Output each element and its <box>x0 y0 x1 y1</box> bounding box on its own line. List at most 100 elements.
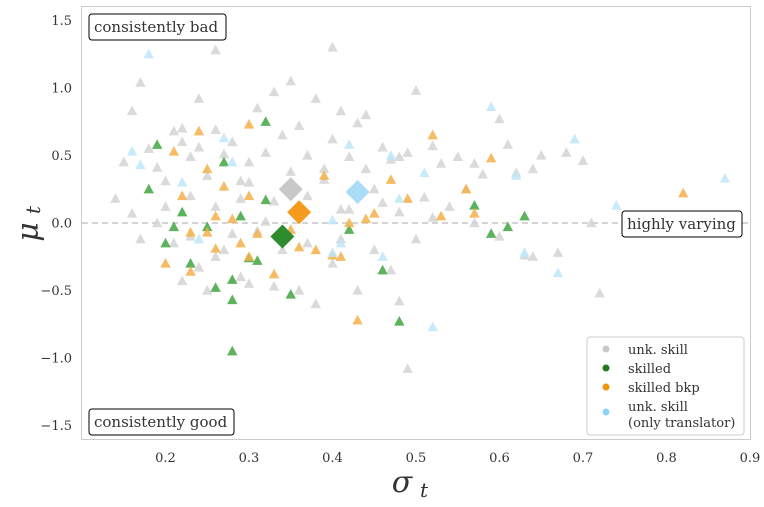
data-point-unk <box>143 143 155 153</box>
data-point-bkp <box>469 208 480 218</box>
data-point-skilled <box>227 294 238 305</box>
data-point-bkp <box>402 193 413 203</box>
data-point-unk <box>318 163 330 174</box>
data-point-unk <box>160 175 171 186</box>
data-point-unk <box>335 105 347 116</box>
data-point-bkp <box>385 174 397 184</box>
data-point-unk <box>210 201 221 211</box>
annotation-consistently-bad: consistently bad <box>88 13 227 41</box>
data-point-unk <box>185 151 196 161</box>
data-point-unk <box>302 150 313 160</box>
data-point-unk <box>285 166 296 176</box>
data-point-unk <box>444 201 455 211</box>
data-point-translator <box>143 48 155 59</box>
data-point-bkp <box>210 243 221 253</box>
data-point-unk <box>327 133 338 144</box>
data-point-unk <box>302 190 313 201</box>
data-point-translator <box>427 321 438 332</box>
data-point-skilled <box>260 116 271 126</box>
data-point-unk <box>385 264 397 275</box>
y-tick-label: −1.5 <box>40 419 72 434</box>
data-point-skilled <box>176 206 188 217</box>
data-point-unk <box>227 228 238 238</box>
data-point-unk <box>469 158 480 168</box>
data-point-unk <box>310 298 322 309</box>
data-point-unk <box>410 233 422 244</box>
mean-marker-bkp <box>287 200 312 225</box>
data-point-bkp <box>218 181 230 191</box>
data-point-translator <box>176 177 188 187</box>
data-point-unk <box>210 124 221 134</box>
data-point-bkp <box>185 266 196 276</box>
data-point-unk <box>243 278 255 288</box>
y-tick-label: −1.0 <box>40 352 72 367</box>
data-point-unk <box>494 113 505 124</box>
legend-marker-skilled-bkp <box>602 383 610 391</box>
data-point-unk <box>235 271 246 282</box>
data-point-skilled <box>202 221 213 232</box>
data-point-unk <box>394 151 405 161</box>
data-point-translator <box>377 251 388 261</box>
data-point-unk <box>235 175 246 186</box>
y-tick-label: 1.5 <box>51 14 72 29</box>
data-point-unk <box>427 212 438 222</box>
data-point-unk <box>243 156 255 167</box>
data-point-unk <box>402 147 413 157</box>
x-tick-label: 0.2 <box>155 451 176 466</box>
data-point-unk <box>135 77 146 87</box>
data-point-unk <box>536 150 547 160</box>
data-point-bkp <box>460 183 472 194</box>
legend-label-skilled-bkp: skilled bkp <box>628 381 700 396</box>
data-point-skilled <box>143 183 155 194</box>
data-point-unk <box>469 217 480 228</box>
data-point-bkp <box>227 213 238 224</box>
data-point-unk <box>277 244 288 255</box>
data-point-unk <box>126 105 138 116</box>
y-tick-label: −0.5 <box>40 284 72 299</box>
y-tick-label: 0.5 <box>51 149 72 164</box>
data-point-unk <box>310 93 322 103</box>
data-point-unk <box>285 75 296 86</box>
data-point-unk <box>277 129 288 140</box>
data-point-unk <box>202 170 213 180</box>
y-tick-label: 0.0 <box>51 217 72 232</box>
data-point-unk <box>477 168 489 179</box>
data-point-translator <box>135 159 146 170</box>
data-point-bkp <box>343 217 355 228</box>
legend-marker-unk-skill <box>602 345 610 353</box>
legend-label-only-translator: unk. skill <box>628 400 688 415</box>
legend-marker-skilled <box>602 364 610 372</box>
data-point-unk <box>176 136 188 147</box>
data-point-translator <box>327 214 338 225</box>
annotation-consistently-bad-text: consistently bad <box>94 18 218 36</box>
data-point-unk <box>427 140 438 151</box>
data-point-translator <box>719 172 731 183</box>
data-point-bkp <box>485 152 497 163</box>
data-point-translator <box>126 145 138 156</box>
data-point-unk <box>502 139 514 149</box>
data-point-unk <box>135 233 146 244</box>
data-point-skilled <box>485 228 497 238</box>
data-point-unk <box>452 151 463 161</box>
data-point-unk <box>293 285 305 295</box>
data-point-unk <box>302 237 313 248</box>
annotation-highly-varying: highly varying <box>621 210 743 238</box>
y-axis-label: μ t <box>11 205 46 242</box>
y-axis-label-symbol: μ <box>11 222 46 242</box>
data-point-unk <box>210 251 221 261</box>
data-point-bkp <box>168 145 180 156</box>
data-point-bkp <box>677 187 689 198</box>
data-point-translator <box>569 133 580 144</box>
data-point-skilled <box>160 237 171 248</box>
data-point-unk <box>218 244 230 255</box>
data-point-skilled <box>260 194 271 205</box>
data-point-translator <box>611 199 622 210</box>
data-point-translator <box>485 101 497 112</box>
data-point-bkp <box>176 190 188 201</box>
data-point-unk <box>176 275 188 286</box>
data-point-translator <box>343 139 355 149</box>
data-point-skilled <box>218 156 230 167</box>
x-axis-label: σ t <box>392 465 429 502</box>
x-tick-label: 0.5 <box>406 451 427 466</box>
